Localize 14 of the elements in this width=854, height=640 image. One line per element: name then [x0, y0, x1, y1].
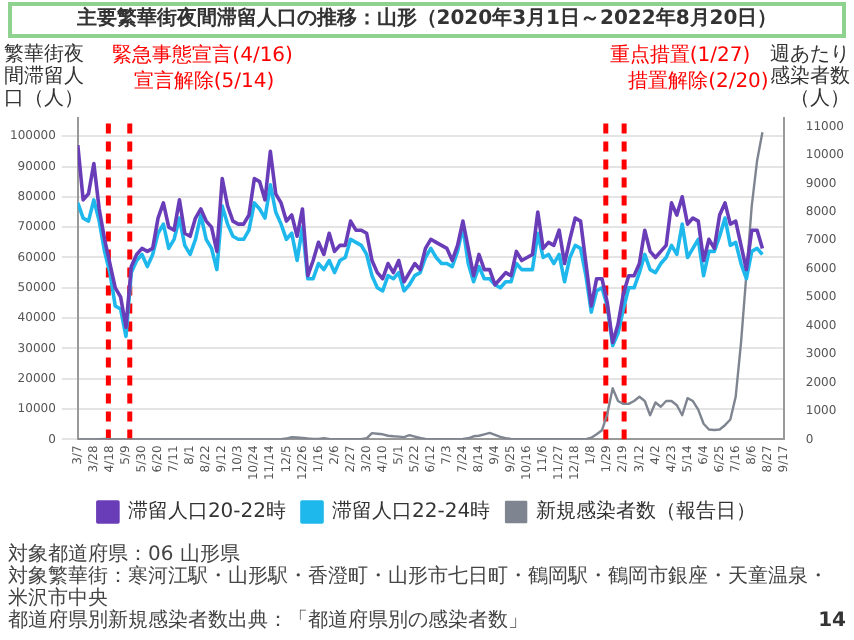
text: 対象都道府県：06 山形県	[8, 544, 240, 566]
y-axis-title: 繁華街夜間滞留人口（人）	[4, 44, 86, 110]
text: 対象繁華街：寒河江駅・山形駅・香澄町・山形市七日町・鶴岡駅・鶴岡市銀座・天童温泉・米沢市中央	[8, 566, 830, 610]
text: 都道府県別新規感染者数出典：「都道府県別の感染者数」	[8, 610, 528, 632]
ref-line-label: 措置解除(2/20)	[628, 69, 769, 94]
text: 14	[818, 610, 846, 632]
ref-line-label: 重点措置(1/27)	[609, 43, 751, 68]
ref-line-label: 宣言解除(5/14)	[133, 69, 275, 94]
ref-line-label: 緊急事態宣言(4/16)	[112, 43, 294, 68]
chart-title: 主要繁華街夜間滞留人口の推移：山形（2020年3月1日～2022年8月20日）	[8, 2, 846, 38]
legend-label: 滞留人口20-22時	[127, 499, 287, 524]
legend-label: 滞留人口22-24時	[332, 499, 491, 524]
legend-label: 新規感染者数（報告日）	[536, 499, 757, 524]
y2-axis-title: 週あたり感染者数（人）	[768, 44, 850, 110]
